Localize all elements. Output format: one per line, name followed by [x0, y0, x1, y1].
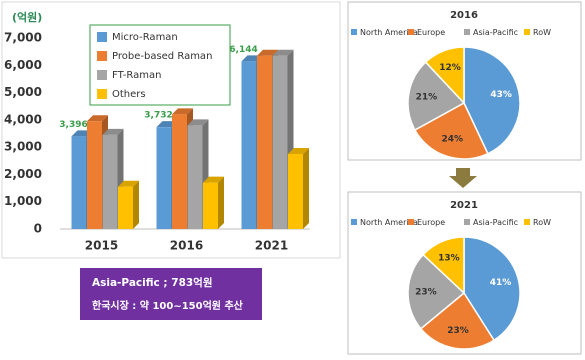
legend-swatch: [464, 219, 470, 225]
y-tick-label: 0: [34, 222, 42, 236]
bar: [288, 153, 303, 229]
data-label: 21%: [416, 93, 438, 103]
bar-top: [257, 49, 278, 56]
note-box: [80, 268, 262, 320]
legend-label: North America: [360, 28, 418, 37]
pie-title: 2016: [450, 10, 478, 21]
legend-swatch: [351, 29, 357, 35]
bar: [71, 136, 87, 229]
bar: [87, 121, 102, 229]
y-tick-label: 3,000: [4, 140, 42, 154]
bar-top: [203, 176, 224, 183]
bar: [187, 125, 203, 229]
legend-label: FT-Raman: [112, 70, 161, 81]
data-label: 23%: [415, 287, 437, 297]
y-tick-label: 6,000: [4, 58, 42, 72]
bar-side: [133, 180, 139, 229]
legend-label: Asia-Pacific: [473, 28, 518, 37]
legend-swatch: [97, 51, 107, 61]
note-line: 한국시장 : 약 100~150억원 추산: [92, 299, 244, 312]
legend-swatch: [408, 29, 414, 35]
legend-swatch: [524, 29, 530, 35]
pie-slice: [407, 253, 466, 330]
data-label: 12%: [439, 63, 461, 73]
bar-top: [272, 49, 294, 56]
data-label: 23%: [447, 326, 469, 336]
legend-label: Micro-Raman: [112, 32, 178, 43]
pie-slice: [407, 61, 466, 131]
legend-label: Europe: [417, 218, 445, 227]
bar: [156, 127, 172, 229]
y-tick-label: 2,000: [4, 167, 42, 181]
x-tick-label: 2021: [255, 239, 288, 253]
data-label: 43%: [490, 90, 512, 100]
legend-swatch: [97, 32, 107, 42]
legend-label: Europe: [417, 28, 445, 37]
arrow: [449, 168, 477, 188]
legend-box: [89, 24, 231, 106]
y-tick-label: 7,000: [4, 31, 42, 45]
bar: [257, 55, 272, 229]
legend-label: North America: [360, 218, 418, 227]
data-label: 6,144: [229, 45, 257, 55]
bar: [102, 134, 118, 229]
pie-title: 2021: [450, 200, 478, 211]
pie-slice: [424, 46, 465, 105]
x-tick-label: 2016: [170, 239, 203, 253]
data-label: 13%: [438, 254, 460, 264]
legend-label: Probe-based Raman: [112, 51, 212, 62]
bar: [272, 55, 288, 229]
bar-top: [187, 119, 209, 126]
bar-top: [172, 108, 193, 115]
bar-side: [218, 176, 224, 229]
bar: [118, 186, 133, 229]
data-label: 3,396: [59, 120, 87, 130]
y-tick-label: 5,000: [4, 85, 42, 99]
pie-slice: [413, 101, 489, 160]
data-label: 3,732: [144, 111, 172, 121]
bar-top: [118, 180, 139, 187]
y-tick-label: 1,000: [4, 194, 42, 208]
bar-top: [102, 128, 124, 135]
legend-swatch: [97, 70, 107, 80]
legend-swatch: [464, 29, 470, 35]
legend-swatch: [351, 219, 357, 225]
y-axis-label: (억원): [12, 10, 42, 24]
bar: [203, 182, 218, 229]
bar-top: [87, 115, 108, 122]
data-label: 24%: [441, 135, 463, 145]
pie-slice: [422, 236, 465, 295]
pie-slice: [463, 46, 521, 155]
y-tick-label: 4,000: [4, 112, 42, 126]
data-label: 41%: [490, 278, 512, 288]
legend-label: Asia-Pacific: [473, 218, 518, 227]
bar: [172, 114, 187, 229]
bar-side: [303, 147, 309, 229]
legend-swatch: [408, 219, 414, 225]
bar: [241, 61, 257, 230]
legend-swatch: [524, 219, 530, 225]
x-tick-label: 2015: [85, 239, 118, 253]
legend-label: RoW: [533, 28, 551, 37]
bar-top: [288, 147, 309, 154]
note-line: Asia-Pacific ; 783억원: [92, 276, 213, 289]
legend-label: RoW: [533, 218, 551, 227]
pie-slice: [419, 291, 496, 350]
legend-swatch: [97, 89, 107, 99]
legend-label: Others: [112, 89, 146, 100]
